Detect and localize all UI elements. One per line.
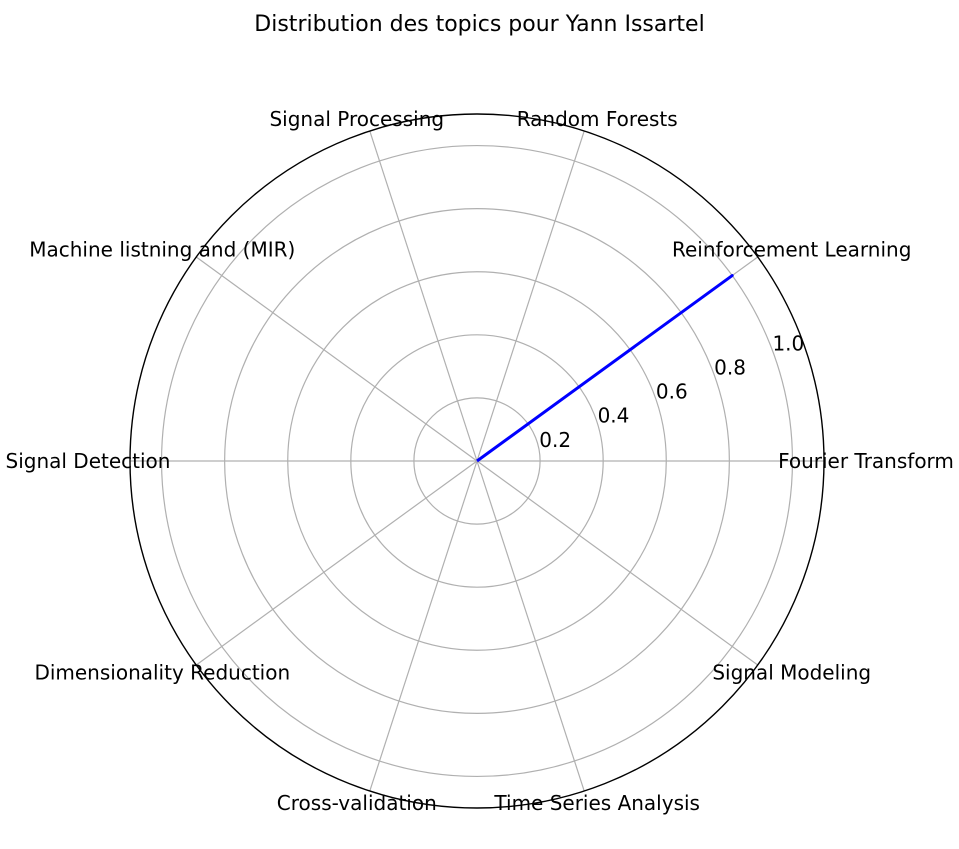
r-tick-label-2: 0.6 — [656, 380, 688, 404]
category-label-9: Signal Modeling — [712, 660, 871, 684]
r-tick-label-4: 1.0 — [772, 331, 804, 355]
grid-spoke-6 — [195, 460, 478, 666]
r-tick-label-3: 0.8 — [714, 355, 746, 379]
chart-title: Distribution des topics pour Yann Issart… — [254, 12, 705, 37]
category-label-3: Signal Processing — [269, 107, 444, 131]
category-label-1: Reinforcement Learning — [672, 238, 911, 262]
grid-spoke-2 — [476, 130, 585, 462]
r-tick-label-1: 0.4 — [598, 404, 630, 428]
grid-spoke-4 — [195, 256, 478, 462]
category-label-5: Signal Detection — [6, 449, 171, 473]
polar-frame — [129, 113, 825, 809]
category-label-0: Fourier Transform — [778, 449, 954, 473]
grid-spoke-9 — [476, 460, 759, 666]
category-label-4: Machine listning and (MIR) — [29, 238, 295, 262]
category-label-8: Time Series Analysis — [493, 791, 700, 815]
category-label-7: Cross-validation — [277, 791, 437, 815]
grid-spoke-7 — [369, 460, 478, 792]
series-line-0 — [476, 274, 734, 463]
grid-spoke-8 — [476, 460, 585, 792]
grid-spoke-3 — [369, 130, 478, 462]
category-label-2: Random Forests — [517, 107, 678, 131]
category-label-6: Dimensionality Reduction — [34, 660, 290, 684]
r-tick-label-0: 0.2 — [539, 428, 571, 452]
